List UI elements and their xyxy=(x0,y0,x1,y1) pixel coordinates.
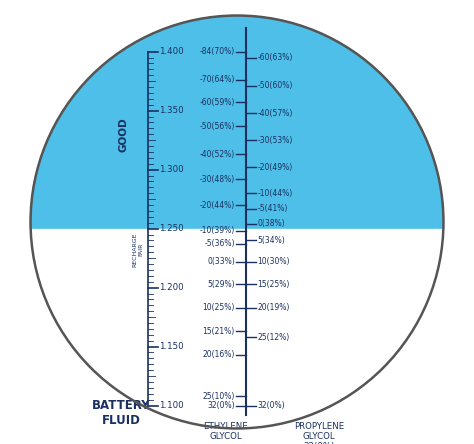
Circle shape xyxy=(30,16,444,428)
Text: 1.400: 1.400 xyxy=(159,47,184,56)
Text: PROPYLENE
GLYCOL
32(0%): PROPYLENE GLYCOL 32(0%) xyxy=(294,421,344,444)
Text: 1.150: 1.150 xyxy=(159,342,184,351)
Text: -70(64%): -70(64%) xyxy=(200,75,235,84)
Text: 1.250: 1.250 xyxy=(159,224,184,233)
Text: -20(49%): -20(49%) xyxy=(257,163,292,172)
Text: ETHYLENE
GLYCOL: ETHYLENE GLYCOL xyxy=(203,421,248,441)
Text: -30(53%): -30(53%) xyxy=(257,136,293,145)
Text: -60(63%): -60(63%) xyxy=(257,53,293,62)
Text: 1.350: 1.350 xyxy=(159,106,184,115)
Text: 5(34%): 5(34%) xyxy=(257,236,285,245)
Text: BATTERY
FLUID: BATTERY FLUID xyxy=(92,399,151,427)
Text: 20(16%): 20(16%) xyxy=(202,350,235,359)
Text: -5(36%): -5(36%) xyxy=(204,239,235,249)
Text: -50(60%): -50(60%) xyxy=(257,81,293,91)
Text: -84(70%): -84(70%) xyxy=(200,47,235,56)
Text: GOOD: GOOD xyxy=(119,117,129,151)
Text: -20(44%): -20(44%) xyxy=(200,201,235,210)
Text: 1.200: 1.200 xyxy=(159,283,184,292)
Text: FAIR: FAIR xyxy=(138,242,144,256)
Text: 32(0%): 32(0%) xyxy=(257,401,285,410)
Text: 15(25%): 15(25%) xyxy=(257,280,290,289)
Text: 5(29%): 5(29%) xyxy=(207,280,235,289)
Text: 25(12%): 25(12%) xyxy=(257,333,290,341)
Text: -10(44%): -10(44%) xyxy=(257,189,292,198)
Text: 10(25%): 10(25%) xyxy=(202,303,235,312)
Text: -10(39%): -10(39%) xyxy=(200,226,235,235)
Text: 25(10%): 25(10%) xyxy=(202,392,235,400)
Text: 0(38%): 0(38%) xyxy=(257,219,285,228)
Text: -60(59%): -60(59%) xyxy=(200,98,235,107)
Text: RECHARGE: RECHARGE xyxy=(132,232,137,266)
Text: -5(41%): -5(41%) xyxy=(257,204,288,213)
Text: 20(19%): 20(19%) xyxy=(257,303,290,312)
Text: -30(48%): -30(48%) xyxy=(200,174,235,183)
Text: -40(52%): -40(52%) xyxy=(200,150,235,159)
Text: 1.100: 1.100 xyxy=(159,401,184,410)
Text: -50(56%): -50(56%) xyxy=(200,122,235,131)
Text: 0(33%): 0(33%) xyxy=(207,257,235,266)
Bar xyxy=(22,229,452,437)
Text: 10(30%): 10(30%) xyxy=(257,257,290,266)
Text: 32(0%): 32(0%) xyxy=(207,401,235,410)
Text: -40(57%): -40(57%) xyxy=(257,108,293,118)
Text: 15(21%): 15(21%) xyxy=(202,327,235,336)
Text: 1.300: 1.300 xyxy=(159,165,184,174)
